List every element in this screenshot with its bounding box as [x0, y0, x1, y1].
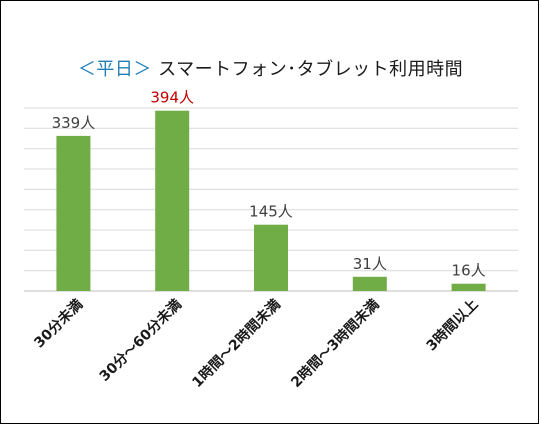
- category-label-4: 2時間～3時間未満: [288, 296, 383, 391]
- category-label-3: 1時間～2時間未満: [189, 296, 284, 391]
- category-label-2: 30分～60分未満: [96, 296, 185, 385]
- category-label-1: 30分未満: [31, 296, 86, 351]
- bar-2: [155, 110, 190, 291]
- data-label-3: 145人: [249, 203, 293, 221]
- bar-4: [352, 276, 387, 291]
- bar-5: [451, 283, 486, 291]
- bar-1: [56, 135, 91, 291]
- data-label-5: 16人: [452, 262, 486, 280]
- bar-3: [254, 224, 288, 291]
- data-label-4: 31人: [353, 255, 387, 273]
- data-label-2: 394人: [150, 89, 194, 107]
- category-label-5: 3時間以上: [423, 296, 482, 355]
- chart-title-main: スマートフォン･タブレット利用時間: [158, 59, 464, 80]
- chart-title: ＜平日＞ スマートフォン･タブレット利用時間: [0, 58, 541, 82]
- chart-title-prefix: ＜平日＞: [77, 59, 152, 80]
- data-label-1: 339人: [52, 114, 96, 132]
